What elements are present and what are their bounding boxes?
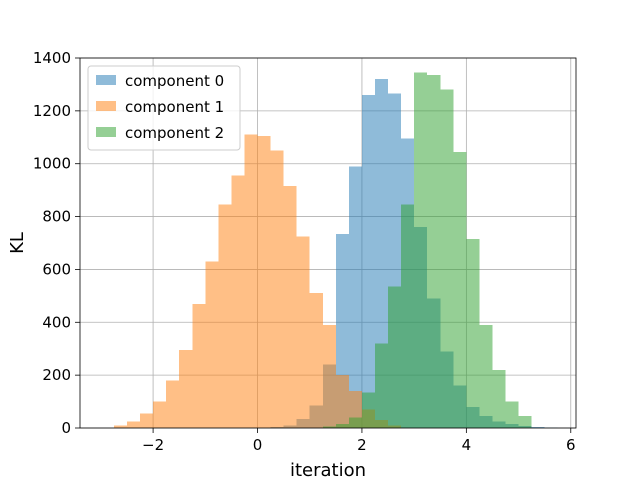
plot-frame	[79, 57, 577, 429]
series-2-bars	[322, 72, 532, 429]
series-1-bar-17	[335, 375, 349, 428]
axes	[79, 57, 577, 429]
series-2-bar-15	[518, 416, 532, 428]
legend-label-0: component 0	[125, 72, 224, 90]
series-2-bar-7	[414, 72, 428, 429]
legend-swatch-2	[96, 127, 116, 137]
series-2-bar-13	[492, 369, 506, 428]
series-2-bar-11	[466, 239, 480, 428]
series-1-bar-11	[257, 135, 271, 428]
x-tick-label-4: 6	[566, 436, 576, 454]
series-1-bar-6	[192, 303, 206, 428]
legend-label-1: component 1	[125, 98, 224, 116]
y-tick-label-0: 0	[61, 419, 71, 437]
y-tick-label-7: 1400	[33, 49, 71, 67]
x-tick-label-0: −2	[142, 436, 164, 454]
series-2-bar-10	[453, 151, 467, 429]
histogram-bars	[113, 72, 558, 429]
x-tick-label-1: 0	[253, 436, 263, 454]
series-1-bar-5	[179, 350, 193, 428]
series-0-bar-7	[361, 95, 375, 428]
series-1-bar-15	[309, 293, 323, 428]
legend-box	[87, 65, 241, 151]
series-1-bar-2	[140, 413, 154, 428]
x-tick-label-3: 4	[462, 436, 472, 454]
series-2-bar-8	[427, 75, 441, 428]
series-1-bars	[113, 134, 402, 428]
y-tick-label-6: 1200	[33, 102, 71, 120]
y-tick-label-3: 600	[42, 260, 71, 278]
series-2-bar-5	[388, 286, 402, 428]
series-1-bar-7	[205, 261, 219, 428]
series-2-bar-6	[401, 204, 415, 428]
series-1-bar-8	[218, 204, 232, 428]
series-1-bar-14	[296, 236, 310, 428]
y-tick-label-1: 200	[42, 366, 71, 384]
series-2-bar-3	[361, 392, 375, 428]
x-tick-label-2: 2	[357, 436, 367, 454]
series-2-bar-0	[322, 426, 336, 428]
series-2-bar-1	[335, 424, 349, 428]
legend-swatch-0	[96, 75, 116, 85]
series-0-bar-20	[531, 426, 545, 428]
series-1-bar-0	[113, 425, 127, 428]
legend-swatch-1	[96, 101, 116, 111]
series-2-bar-14	[505, 401, 519, 428]
y-tick-label-2: 400	[42, 313, 71, 331]
series-1-bar-13	[283, 186, 297, 428]
legend: component 0 component 1 component 2	[87, 65, 241, 151]
x-axis-title: iteration	[290, 460, 366, 480]
series-1-bar-9	[231, 175, 245, 428]
series-2-bar-4	[374, 343, 389, 428]
ticks: −2 0 2 4 6 0 200 400 600 800 1000 1200 1400	[33, 49, 576, 454]
y-tick-label-4: 800	[42, 208, 71, 226]
series-1-bar-3	[153, 401, 167, 428]
series-1-bar-16	[322, 324, 336, 428]
series-2-bar-2	[348, 417, 362, 428]
series-1-bar-1	[126, 421, 141, 428]
legend-label-2: component 2	[125, 124, 224, 142]
y-axis-title: KL	[7, 232, 28, 254]
series-1-bar-4	[166, 380, 180, 428]
series-0-bar-8	[374, 79, 389, 429]
y-tick-label-5: 1000	[33, 155, 71, 173]
series-2-bar-12	[479, 324, 493, 428]
series-1-bar-10	[244, 134, 258, 428]
series-1-bar-12	[270, 150, 284, 428]
series-0-bar-6	[348, 166, 362, 428]
series-2-bar-9	[440, 89, 454, 428]
